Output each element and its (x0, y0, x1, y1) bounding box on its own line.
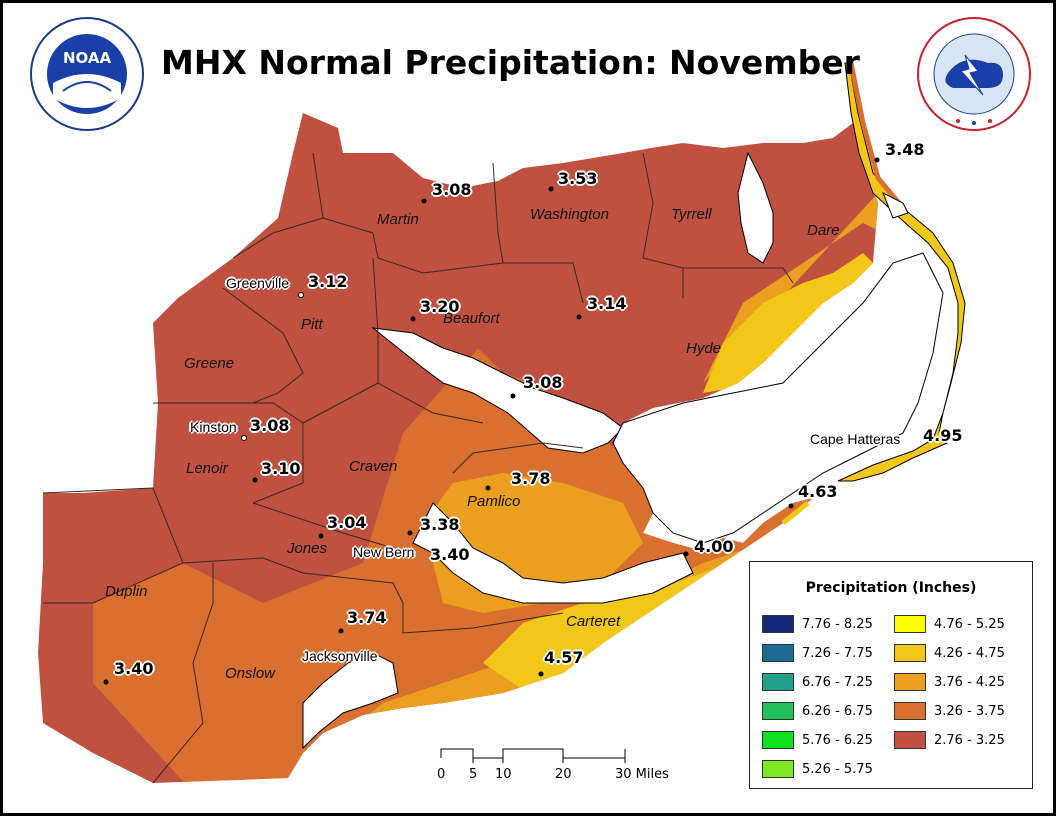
county-boundaries (42, 152, 794, 784)
legend-label: 5.76 - 6.25 (802, 732, 873, 748)
legend-item: 4.26 - 4.75 (894, 644, 1005, 662)
county-label-dare: Dare (807, 222, 840, 239)
station-value: 4.63 (798, 482, 838, 501)
station-value: 3.74 (347, 608, 387, 627)
noaa-logo-icon: NOAA (30, 17, 144, 131)
station-value: 3.08 (250, 416, 290, 435)
station-value: 3.08 (432, 180, 472, 199)
legend-swatch (762, 615, 794, 633)
pamlico-river (371, 327, 624, 454)
roanoke-island (882, 191, 909, 219)
county-label-craven: Craven (349, 458, 398, 475)
station-value: 4.57 (544, 648, 584, 667)
county-label-greene: Greene (184, 355, 235, 372)
neuse-river (412, 502, 694, 604)
legend-label: 7.76 - 8.25 (802, 616, 873, 632)
station-value: 4.00 (694, 537, 734, 556)
legend-swatch (762, 673, 794, 691)
page-title: MHX Normal Precipitation: November (161, 43, 860, 82)
city-label-kinston: Kinston (190, 419, 237, 435)
station-value: 3.14 (587, 294, 627, 313)
legend-item: 6.76 - 7.25 (762, 673, 873, 691)
legend-item: 4.76 - 5.25 (894, 615, 1005, 633)
scale-bar (440, 748, 626, 763)
station-value: 4.95 (923, 426, 963, 445)
legend-swatch (762, 760, 794, 778)
station-value: 3.48 (885, 140, 925, 159)
legend-swatch (894, 615, 926, 633)
county-label-beaufort: Beaufort (443, 310, 500, 327)
outer-banks (781, 62, 966, 525)
county-label-martin: Martin (377, 211, 419, 228)
county-label-duplin: Duplin (105, 583, 148, 600)
city-label-jacksonville: Jacksonville (302, 648, 378, 664)
noaa-logo-text: NOAA (63, 49, 112, 67)
legend-label: 3.26 - 3.75 (934, 703, 1005, 719)
county-label-pitt: Pitt (301, 316, 323, 333)
new-river (302, 652, 399, 750)
legend-label: 5.26 - 5.75 (802, 761, 873, 777)
legend-label: 2.76 - 3.25 (934, 732, 1005, 748)
station-value: 3.20 (420, 297, 460, 316)
station-value: 3.10 (261, 459, 301, 478)
legend-swatch (894, 731, 926, 749)
legend-item: 3.26 - 3.75 (894, 702, 1005, 720)
station-value: 3.40 (114, 659, 154, 678)
legend-item: 5.76 - 6.25 (762, 731, 873, 749)
legend-label: 6.76 - 7.25 (802, 674, 873, 690)
legend-item: 2.76 - 3.25 (894, 731, 1005, 749)
legend-item: 7.76 - 8.25 (762, 615, 873, 633)
county-label-carteret: Carteret (566, 613, 621, 630)
station-value: 3.08 (523, 373, 563, 392)
scale-tick-label: 30 Miles (615, 767, 669, 782)
city-label-greenville: Greenville (226, 275, 290, 291)
city-label-cape-hatteras: Cape Hatteras (810, 431, 901, 447)
city-label-new-bern: New Bern (353, 544, 415, 560)
county-label-hyde: Hyde (686, 340, 722, 357)
county-label-lenoir: Lenoir (186, 460, 228, 477)
zone-426-475-hyde (703, 253, 873, 393)
county-label-tyrrell: Tyrrell (671, 206, 712, 223)
scale-tick-label: 20 (555, 767, 572, 782)
legend-label: 7.26 - 7.75 (802, 645, 873, 661)
legend-swatch (762, 644, 794, 662)
legend-swatch (762, 731, 794, 749)
legend-swatch (894, 673, 926, 691)
legend-label: 3.76 - 4.25 (934, 674, 1005, 690)
legend-item: 6.26 - 6.75 (762, 702, 873, 720)
pamlico-sound (612, 252, 944, 544)
legend-item: 5.26 - 5.75 (762, 760, 873, 778)
legend-label: 4.26 - 4.75 (934, 645, 1005, 661)
scale-tick-label: 10 (495, 767, 512, 782)
county-label-jones: Jones (287, 540, 328, 557)
station-value: 3.04 (327, 513, 367, 532)
station-value: 3.38 (420, 515, 460, 534)
scale-tick-label: 0 (437, 767, 446, 782)
county-label-washington: Washington (530, 206, 609, 223)
alligator-river (737, 151, 774, 264)
station-value: 3.40 (430, 545, 470, 564)
legend-label: 4.76 - 5.25 (934, 616, 1005, 632)
station-dots (103, 157, 880, 685)
legend-swatch (894, 644, 926, 662)
scale-tick-label: 5 (469, 767, 478, 782)
legend-item: 7.26 - 7.75 (762, 644, 873, 662)
station-value: 3.53 (558, 169, 598, 188)
zone-276-325-east (433, 143, 723, 408)
county-label-pamlico: Pamlico (467, 493, 521, 510)
legend-label: 6.26 - 6.75 (802, 703, 873, 719)
county-label-onslow: Onslow (225, 665, 276, 682)
nws-logo-icon (917, 17, 1031, 131)
legend-title: Precipitation (Inches) (805, 580, 977, 596)
water-bodies (302, 151, 944, 750)
station-value: 3.12 (308, 272, 348, 291)
map-legend: Precipitation (Inches) 7.76 - 8.25 4.76 … (749, 561, 1033, 789)
station-value: 3.78 (511, 469, 551, 488)
legend-swatch (894, 702, 926, 720)
legend-swatch (762, 702, 794, 720)
legend-item: 3.76 - 4.25 (894, 673, 1005, 691)
